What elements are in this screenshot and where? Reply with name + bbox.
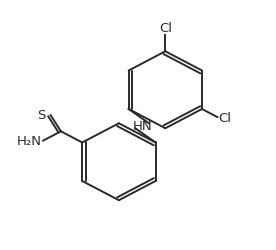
Text: S: S [38,108,46,121]
Text: HN: HN [132,120,152,133]
Text: Cl: Cl [159,22,172,35]
Text: H₂N: H₂N [17,134,42,147]
Text: Cl: Cl [219,111,232,124]
